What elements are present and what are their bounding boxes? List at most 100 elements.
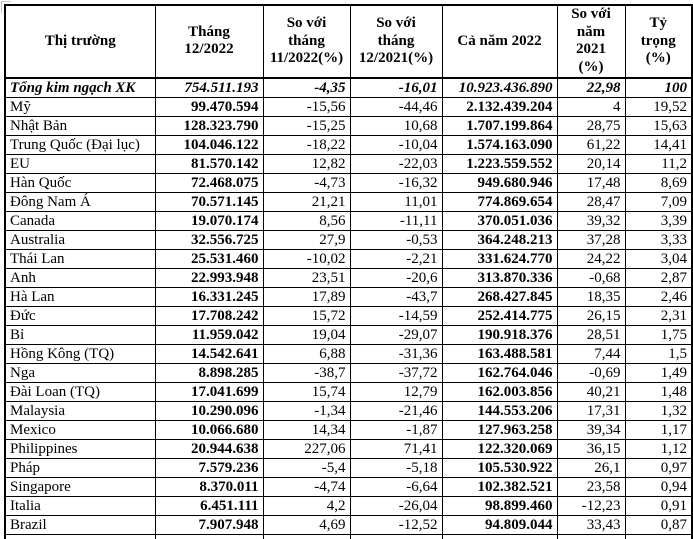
cell-month-12-2022: 7.579.236 [154, 457, 264, 478]
cell-month-12-2022: 19.070.174 [154, 210, 264, 231]
cell-vs-month-11-2022: -4,73 [262, 172, 351, 193]
table-row: Đài Loan (TQ) 17.041.699 15,74 12,79 162.003… [4, 381, 693, 402]
cell-share: 3,04 [624, 248, 693, 269]
clipped-cell [624, 533, 693, 539]
table-row: Brazil 7.907.948 4,69 -12,52 94.809.044 33,43… [4, 514, 693, 535]
cell-vs-month-12-2021: -11,11 [349, 210, 443, 231]
market-name: Hà Lan [4, 286, 156, 307]
cell-month-12-2022: 32.556.725 [154, 229, 264, 250]
cell-vs-month-12-2021: -31,36 [349, 343, 443, 364]
cell-vs-year-2021: -0,69 [556, 362, 626, 383]
cell-share: 100 [624, 77, 693, 98]
market-name: Đông Nam Á [4, 191, 156, 212]
cell-full-year-2022: 252.414.775 [441, 305, 558, 326]
market-name: Bỉ [4, 324, 156, 345]
cell-full-year-2022: 162.003.856 [441, 381, 558, 402]
table-row: Bỉ 11.959.042 19,04 -29,07 190.918.376 28,51 1… [4, 324, 693, 345]
cell-vs-month-12-2021: -5,18 [349, 457, 443, 478]
cell-vs-year-2021: 4 [556, 96, 626, 117]
clipped-cell [349, 533, 443, 539]
cell-vs-month-11-2022: -15,56 [262, 96, 351, 117]
market-name: Hồng Kông (TQ) [4, 343, 156, 364]
cell-vs-month-11-2022: 227,06 [262, 438, 351, 459]
cell-vs-month-12-2021: -20,6 [349, 267, 443, 288]
table-row: Italia 6.451.111 4,2 -26,04 98.899.460 -12,23… [4, 495, 693, 516]
cell-vs-year-2021: 33,43 [556, 514, 626, 535]
cell-vs-year-2021: 36,15 [556, 438, 626, 459]
clipped-partial-row [4, 533, 693, 539]
table-row: Hàn Quốc 72.468.075 -4,73 -16,32 949.680.946… [4, 172, 693, 193]
cell-month-12-2022: 10.290.096 [154, 400, 264, 421]
cell-month-12-2022: 6.451.111 [154, 495, 264, 516]
market-name: Italia [4, 495, 156, 516]
table-row: Hà Lan 16.331.245 17,89 -43,7 268.427.845 18,… [4, 286, 693, 307]
cell-month-12-2022: 22.993.948 [154, 267, 264, 288]
cell-full-year-2022: 1.707.199.864 [441, 115, 558, 136]
cell-vs-month-12-2021: -1,87 [349, 419, 443, 440]
cell-full-year-2022: 94.809.044 [441, 514, 558, 535]
cell-month-12-2022: 754.511.193 [154, 77, 264, 98]
table-row: Nga 8.898.285 -38,7 -37,72 162.764.046 -0,69 1… [4, 362, 693, 383]
cell-vs-month-11-2022: -38,7 [262, 362, 351, 383]
cell-vs-year-2021: 23,58 [556, 476, 626, 497]
column-header-market: Thị trường [4, 4, 156, 79]
cell-vs-month-12-2021: -0,53 [349, 229, 443, 250]
cell-vs-year-2021: 39,34 [556, 419, 626, 440]
cell-vs-year-2021: 22,98 [556, 77, 626, 98]
cell-share: 0,97 [624, 457, 693, 478]
cell-vs-month-11-2022: 27,9 [262, 229, 351, 250]
cell-vs-year-2021: 37,28 [556, 229, 626, 250]
cell-full-year-2022: 268.427.845 [441, 286, 558, 307]
market-name: Canada [4, 210, 156, 231]
table-row: Singapore 8.370.011 -4,74 -6,64 102.382.521 2… [4, 476, 693, 497]
cell-vs-month-11-2022: 19,04 [262, 324, 351, 345]
clipped-cell [154, 533, 264, 539]
market-name: Trung Quốc (Đại lục) [4, 134, 156, 155]
market-name: Hàn Quốc [4, 172, 156, 193]
cell-month-12-2022: 81.570.142 [154, 153, 264, 174]
cell-vs-month-11-2022: -4,74 [262, 476, 351, 497]
cell-vs-year-2021: 20,14 [556, 153, 626, 174]
table-body: Tổng kim ngạch XK 754.511.193 -4,35 -16,01 1… [4, 77, 693, 539]
market-name: Anh [4, 267, 156, 288]
clipped-cell [556, 533, 626, 539]
cell-share: 14,41 [624, 134, 693, 155]
cell-vs-month-12-2021: -22,03 [349, 153, 443, 174]
cell-share: 1,75 [624, 324, 693, 345]
market-name: Tổng kim ngạch XK [4, 77, 156, 98]
column-header-full-year-2022: Cả năm 2022 [441, 4, 558, 79]
cell-vs-month-12-2021: -12,52 [349, 514, 443, 535]
cell-share: 1,17 [624, 419, 693, 440]
market-name: Pháp [4, 457, 156, 478]
cell-month-12-2022: 70.571.145 [154, 191, 264, 212]
cell-month-12-2022: 104.046.122 [154, 134, 264, 155]
total-row: Tổng kim ngạch XK 754.511.193 -4,35 -16,01 1… [4, 77, 693, 98]
cell-vs-month-12-2021: -14,59 [349, 305, 443, 326]
cell-vs-month-12-2021: -43,7 [349, 286, 443, 307]
cell-full-year-2022: 1.223.559.552 [441, 153, 558, 174]
cell-month-12-2022: 17.041.699 [154, 381, 264, 402]
export-turnover-table: Thị trường Tháng 12/2022 So với tháng 11/2… [4, 4, 693, 539]
cell-month-12-2022: 20.944.638 [154, 438, 264, 459]
table-row: Đức 17.708.242 15,72 -14,59 252.414.775 26,15… [4, 305, 693, 326]
cell-month-12-2022: 14.542.641 [154, 343, 264, 364]
cell-vs-month-11-2022: 15,74 [262, 381, 351, 402]
cell-full-year-2022: 2.132.439.204 [441, 96, 558, 117]
cell-full-year-2022: 370.051.036 [441, 210, 558, 231]
market-name: Thái Lan [4, 248, 156, 269]
cell-vs-year-2021: 40,21 [556, 381, 626, 402]
table-row: EU 81.570.142 12,82 -22,03 1.223.559.552 20,1… [4, 153, 693, 174]
cell-full-year-2022: 774.869.654 [441, 191, 558, 212]
cell-vs-month-12-2021: -21,46 [349, 400, 443, 421]
cell-vs-month-11-2022: 12,82 [262, 153, 351, 174]
column-header-month-12-2022: Tháng 12/2022 [154, 4, 264, 79]
cell-month-12-2022: 72.468.075 [154, 172, 264, 193]
cell-vs-month-11-2022: 23,51 [262, 267, 351, 288]
market-name: Mỹ [4, 96, 156, 117]
cell-vs-year-2021: 17,48 [556, 172, 626, 193]
table-row: Anh 22.993.948 23,51 -20,6 313.870.336 -0,68 2… [4, 267, 693, 288]
cell-month-12-2022: 10.066.680 [154, 419, 264, 440]
cell-vs-month-11-2022: -4,35 [262, 77, 351, 98]
table-row: Mỹ 99.470.594 -15,56 -44,46 2.132.439.204 4 19… [4, 96, 693, 117]
cell-vs-month-11-2022: -1,34 [262, 400, 351, 421]
